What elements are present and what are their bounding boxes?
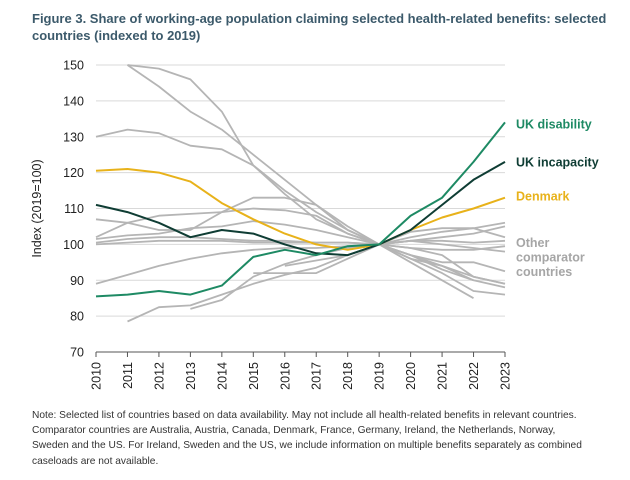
x-tick-label: 2015 xyxy=(247,362,261,390)
x-tick-label: 2010 xyxy=(90,362,104,390)
series-label: UK incapacity xyxy=(516,155,599,169)
series-label: Other xyxy=(516,236,549,250)
x-tick-label: 2013 xyxy=(184,362,198,390)
x-tick-label: 2018 xyxy=(341,362,355,390)
gridlines xyxy=(95,64,506,357)
x-tick-label: 2011 xyxy=(121,362,135,389)
y-tick-label: 80 xyxy=(70,310,84,324)
x-tick-labels: 2010 2011 2012 2013 2014 2015 2016 2017 2018 2019… xyxy=(90,362,513,390)
series-line-other-10 xyxy=(127,243,506,323)
y-tick-label: 70 xyxy=(70,346,84,360)
series-lines xyxy=(95,64,506,323)
x-tick-label: 2019 xyxy=(373,362,387,390)
series-label: comparator xyxy=(516,250,585,264)
y-tick-label: 90 xyxy=(70,274,84,288)
series-line-other-12 xyxy=(253,243,474,282)
series-line-other-2 xyxy=(127,64,506,296)
series-label: countries xyxy=(516,265,572,279)
x-tick-label: 2017 xyxy=(310,362,324,390)
series-line-uk-incapacity xyxy=(95,161,506,257)
y-tick-label: 120 xyxy=(63,166,84,180)
y-tick-label: 110 xyxy=(64,202,84,216)
y-axis-label: Index (2019=100) xyxy=(30,159,44,257)
series-line-other-8 xyxy=(95,220,506,246)
series-label: UK disability xyxy=(516,118,592,132)
chart-title: Figure 3. Share of working-age populatio… xyxy=(32,11,607,43)
y-tick-labels: 70 80 90 100 110 120 130 140 150 xyxy=(63,59,84,360)
series-label: Denmark xyxy=(516,189,570,203)
y-tick-label: 100 xyxy=(63,238,84,252)
series-line-other-13 xyxy=(284,243,506,285)
x-tick-label: 2016 xyxy=(278,362,292,390)
chart-note: Note: Selected list of countries based o… xyxy=(32,410,582,467)
x-tick-label: 2012 xyxy=(152,362,166,390)
x-tick-label: 2020 xyxy=(404,362,418,390)
series-line-other-7 xyxy=(95,239,506,253)
series-line-uk-disability xyxy=(95,121,506,298)
series-line-denmark xyxy=(95,168,506,251)
x-tick-label: 2014 xyxy=(215,362,229,390)
x-tick-label: 2021 xyxy=(436,362,450,390)
series-line-other-5 xyxy=(95,207,506,246)
series-line-other-1 xyxy=(126,64,474,299)
y-tick-label: 130 xyxy=(63,130,84,144)
x-tick-label: 2023 xyxy=(499,362,513,390)
x-tick-label: 2022 xyxy=(467,362,481,390)
y-tick-label: 140 xyxy=(63,94,84,108)
y-tick-label: 150 xyxy=(63,59,84,73)
